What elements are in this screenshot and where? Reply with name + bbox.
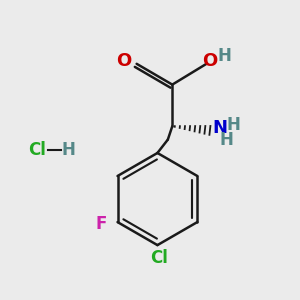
Text: H: H [227, 116, 241, 134]
Text: Cl: Cl [150, 250, 168, 268]
Text: H: H [61, 141, 75, 159]
Text: N: N [212, 119, 227, 137]
Text: O: O [202, 52, 217, 70]
Text: F: F [95, 214, 107, 232]
Text: O: O [116, 52, 132, 70]
Text: H: H [218, 47, 231, 65]
Text: H: H [220, 130, 234, 148]
Text: Cl: Cl [28, 141, 46, 159]
